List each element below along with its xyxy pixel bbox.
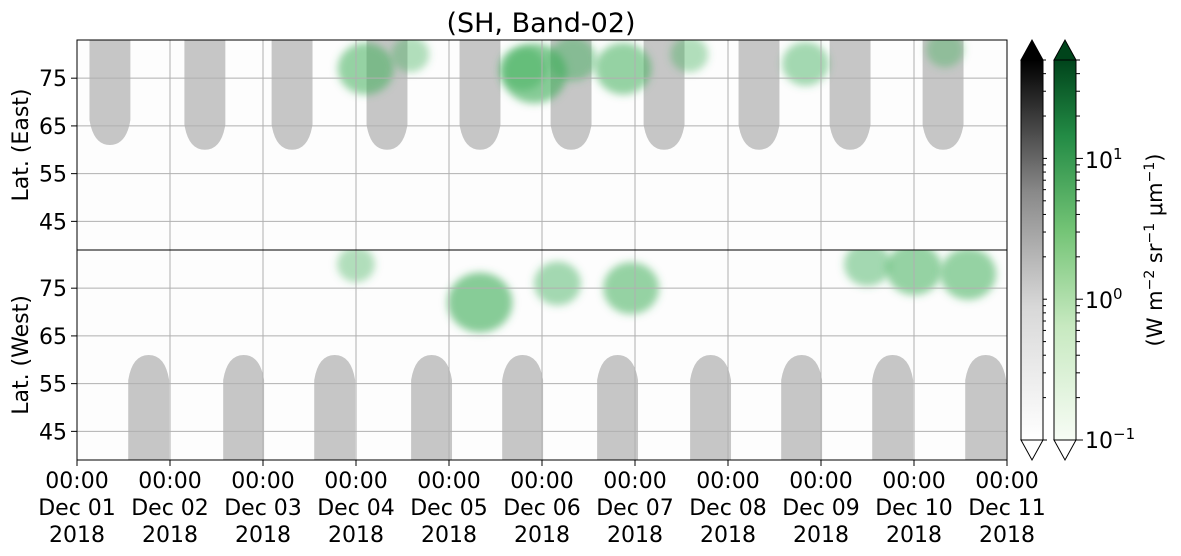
cbar-tick-label-10-neg1: 10−1 — [1085, 425, 1135, 454]
xtick-0-line-1: Dec 01 — [38, 496, 116, 521]
gap-east-6 — [643, 40, 685, 150]
gap-east-8 — [829, 40, 871, 150]
aurora-patch-8 — [926, 40, 964, 68]
xtick-0-line-0: 00:00 — [45, 469, 108, 494]
xtick-2-line-2: 2018 — [235, 523, 291, 548]
xtick-3-line-2: 2018 — [328, 523, 384, 548]
xtick-5-line-2: 2018 — [514, 523, 570, 548]
colorbar-gray-extend-bottom — [1020, 439, 1044, 462]
gap-west-0 — [128, 355, 170, 460]
ytick-west-0-label: 75 — [39, 277, 67, 302]
colorbar-green-extend-bottom — [1053, 439, 1077, 462]
xtick-4-line-1: Dec 05 — [410, 496, 488, 521]
aurora-patch-0 — [337, 42, 394, 95]
gap-west-4 — [502, 355, 544, 460]
xtick-1-line-1: Dec 02 — [131, 496, 209, 521]
ylabel-west: Lat. (West) — [9, 295, 34, 415]
gap-west-1 — [223, 355, 265, 460]
gap-east-9 — [922, 40, 964, 150]
xtick-9-line-1: Dec 10 — [875, 496, 953, 521]
xtick-1-line-0: 00:00 — [138, 469, 201, 494]
gap-east-0 — [89, 40, 131, 145]
xtick-4-line-2: 2018 — [421, 523, 477, 548]
gap-west-7 — [781, 355, 823, 460]
xtick-2-line-1: Dec 03 — [224, 496, 302, 521]
colorbar-gray — [1020, 38, 1047, 462]
colorbar-green-ticks — [1076, 59, 1083, 441]
gap-west-6 — [690, 355, 732, 460]
xtick-7-line-1: Dec 08 — [689, 496, 767, 521]
colorbar-label: (W m−2 sr−1 μm−1) — [1142, 154, 1167, 347]
xtick-8-line-2: 2018 — [793, 523, 849, 548]
xtick-7-line-2: 2018 — [700, 523, 756, 548]
ylabel-east: Lat. (East) — [9, 89, 34, 202]
aurora-patch-15 — [940, 250, 997, 300]
xtick-5-line-0: 00:00 — [510, 469, 573, 494]
cbar-tick-label-10-1: 101 — [1085, 145, 1123, 174]
xtick-1-line-2: 2018 — [142, 523, 198, 548]
aurora-patch-6 — [670, 40, 709, 73]
xtick-6-line-0: 00:00 — [603, 469, 666, 494]
ytick-east-3-label: 75 — [39, 67, 67, 92]
xtick-2-line-0: 00:00 — [231, 469, 294, 494]
gap-west-2 — [314, 355, 356, 460]
gap-east-2 — [271, 40, 313, 150]
xtick-8-line-0: 00:00 — [789, 469, 852, 494]
xtick-4-line-0: 00:00 — [417, 469, 480, 494]
gap-west-3 — [411, 355, 453, 460]
xtick-8-line-1: Dec 09 — [782, 496, 860, 521]
ytick-east-0-label: 45 — [39, 210, 67, 235]
gap-west-8 — [872, 355, 914, 460]
aurora-patch-10 — [447, 272, 513, 333]
xtick-0-line-2: 2018 — [49, 523, 105, 548]
xtick-5-line-1: Dec 06 — [503, 496, 581, 521]
sunlit-gaps-east — [89, 40, 964, 150]
colorbar-gray-body — [1020, 59, 1044, 441]
y-ticks: 45 55 65 75 75 65 55 45 — [39, 67, 77, 445]
colorbar-gray-extend-top — [1020, 38, 1044, 61]
xtick-7-line-0: 00:00 — [696, 469, 759, 494]
aurora-patch-11 — [534, 261, 581, 306]
aurora-patch-4 — [549, 40, 597, 82]
aurora-east — [337, 40, 964, 104]
xtick-3-line-0: 00:00 — [324, 469, 387, 494]
ytick-east-2-label: 65 — [39, 115, 67, 140]
aurora-patch-7 — [782, 41, 829, 86]
xtick-3-line-1: Dec 04 — [317, 496, 395, 521]
ytick-west-3-label: 45 — [39, 420, 67, 445]
sunlit-gaps-west — [128, 355, 1007, 460]
xtick-10-line-0: 00:00 — [975, 469, 1038, 494]
xtick-10-line-2: 2018 — [979, 523, 1035, 548]
aurora-patch-1 — [391, 40, 430, 73]
ytick-east-1-label: 55 — [39, 163, 67, 188]
ytick-west-1-label: 65 — [39, 325, 67, 350]
gap-west-5 — [597, 355, 639, 460]
colorbar-green-extend-top — [1053, 38, 1077, 61]
chart-title: (SH, Band-02) — [446, 8, 635, 39]
xtick-9-line-0: 00:00 — [882, 469, 945, 494]
gap-east-4 — [459, 40, 501, 150]
ytick-west-2-label: 55 — [39, 373, 67, 398]
gap-east-7 — [738, 40, 780, 150]
aurora-patch-5 — [595, 42, 652, 95]
cbar-tick-label-10-0: 100 — [1085, 285, 1123, 314]
xtick-6-line-2: 2018 — [607, 523, 663, 548]
gap-west-9 — [965, 355, 1007, 460]
xtick-9-line-2: 2018 — [886, 523, 942, 548]
xtick-10-line-1: Dec 11 — [968, 496, 1046, 521]
colorbar-green-body — [1053, 59, 1077, 441]
colorbar-gray-minor-ticks — [1043, 59, 1047, 441]
xtick-6-line-1: Dec 07 — [596, 496, 674, 521]
aurora-patch-13 — [844, 250, 891, 287]
gap-east-1 — [184, 40, 226, 150]
colorbar-green — [1053, 38, 1083, 462]
